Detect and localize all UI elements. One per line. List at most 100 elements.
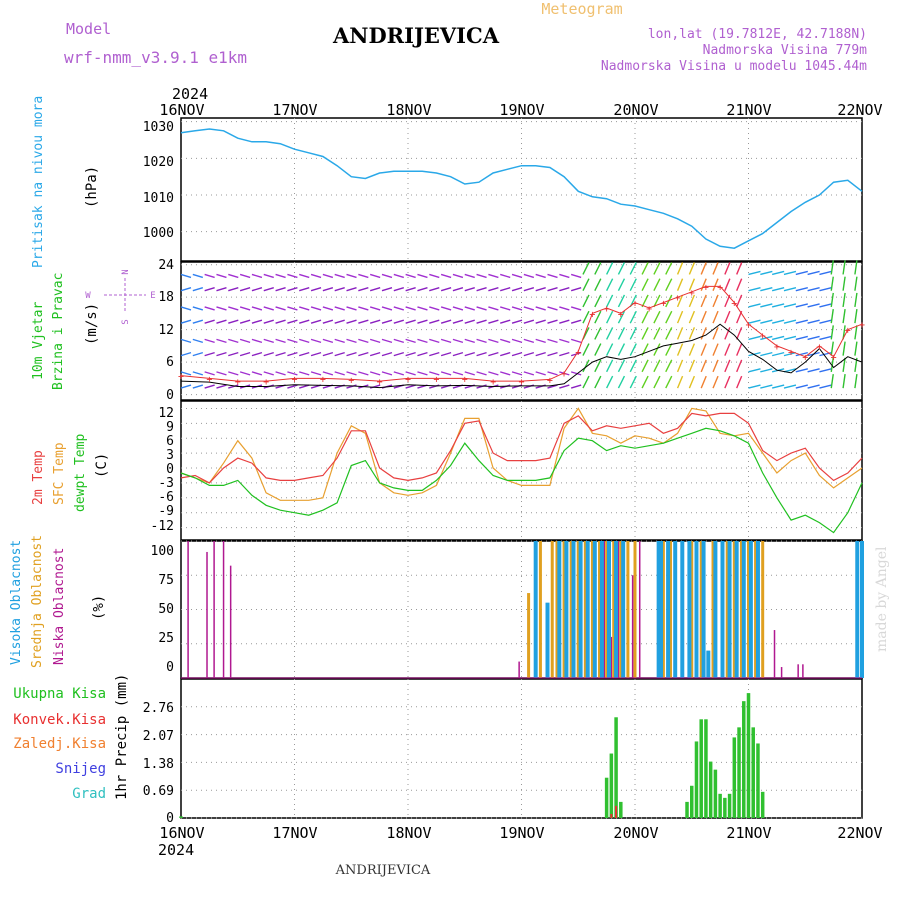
- cloud-tick: 75: [158, 573, 174, 588]
- temp-tick: -3: [158, 476, 174, 491]
- wind-barb: [570, 338, 582, 344]
- x-tick-bottom: 18NOV: [386, 824, 431, 842]
- wind-barb: [204, 287, 215, 292]
- wind-barb: [476, 338, 487, 344]
- cloud-bar: [797, 664, 799, 678]
- gust-marker: +: [263, 377, 269, 388]
- gust-marker: +: [831, 353, 837, 364]
- wind-barb: [452, 319, 464, 324]
- wind-barb: [346, 287, 357, 292]
- cloud-bar: [673, 541, 678, 678]
- wind-barb: [771, 335, 785, 341]
- wind-barb: [688, 262, 696, 275]
- wind-barb: [299, 273, 310, 279]
- cloud-label-2: Srednja Oblacnost: [30, 535, 45, 668]
- wind-barb: [180, 384, 192, 389]
- wind-barb: [180, 319, 192, 324]
- cloud-ticks: 100 75 50 25 0: [151, 544, 174, 675]
- wind-barb: [263, 287, 274, 292]
- wind-barb: [830, 373, 834, 389]
- precip-bar: [751, 727, 755, 818]
- wind-barb: [700, 327, 707, 340]
- wind-barb: [239, 371, 251, 376]
- wind-barb: [688, 310, 696, 324]
- gust-marker: +: [859, 320, 865, 331]
- wind-barb: [275, 351, 286, 357]
- wind-barb: [830, 309, 834, 324]
- wind-barb: [547, 319, 558, 324]
- wind-barb: [334, 319, 345, 324]
- precip-ticks: 2.76 2.07 1.38 0.69 0: [143, 701, 174, 826]
- coords-label: lon,lat (19.7812E, 42.7188N): [648, 27, 867, 42]
- wind-barb: [263, 319, 274, 324]
- wind-barb: [511, 306, 523, 311]
- compass-west: W: [85, 291, 91, 301]
- wind-barb: [712, 375, 719, 389]
- wind-barb: [570, 287, 582, 292]
- wind-barb: [605, 262, 614, 275]
- wind-barb: [275, 319, 286, 324]
- wind-barb: [405, 384, 416, 389]
- wind-barb: [180, 338, 192, 344]
- wind-barb: [204, 319, 215, 324]
- cloud-bar: [680, 541, 685, 678]
- wind-barb: [452, 338, 464, 344]
- wind-barb: [417, 306, 428, 311]
- wind-barb: [322, 371, 334, 376]
- cloud-bar: [694, 541, 699, 678]
- wind-barb: [760, 351, 773, 357]
- wind-barb: [322, 319, 334, 324]
- wind-barb: [724, 262, 731, 275]
- wind-barb: [393, 351, 405, 357]
- compass-north: N: [121, 269, 131, 274]
- wind-barb: [700, 278, 707, 291]
- precip-tick: 2.76: [143, 701, 174, 716]
- wind-barb: [842, 292, 846, 308]
- cloud-bar: [713, 541, 718, 678]
- wind-barb: [795, 270, 808, 276]
- wind-barb: [760, 303, 773, 308]
- wind-barb: [180, 306, 192, 311]
- wind-barb: [830, 292, 834, 308]
- wind-barb: [500, 371, 511, 376]
- wind-barb: [239, 306, 251, 311]
- cloud-bar: [605, 541, 609, 678]
- wind-barb: [287, 306, 298, 311]
- wind-barb: [310, 338, 322, 344]
- wind-barb: [310, 351, 322, 357]
- wind-tick: 12: [158, 323, 174, 338]
- wind-barb: [476, 319, 487, 324]
- cloud-bar: [734, 541, 739, 678]
- wind-barb: [263, 371, 274, 376]
- cloud-bar: [656, 541, 661, 678]
- temp-ticks: 12 9 6 3 0 -3 -6 -9 -12: [151, 406, 174, 534]
- cloud-tick: 100: [151, 544, 174, 559]
- wind-barb: [180, 287, 192, 292]
- gust-marker: +: [788, 347, 794, 358]
- wind-barb: [440, 306, 452, 311]
- wind-barb: [405, 351, 416, 357]
- wind-barb: [842, 276, 846, 291]
- cloud-bar: [610, 636, 613, 678]
- wind-barb: [795, 384, 808, 389]
- wind-barb: [476, 351, 487, 357]
- wind-barb: [299, 306, 310, 311]
- temp-label-1: 2m Temp: [31, 450, 46, 505]
- wind-barb: [476, 273, 487, 279]
- wind-barb: [417, 287, 428, 292]
- wind-barb: [334, 371, 345, 376]
- wind-barb: [346, 273, 357, 279]
- cloud-tick: 25: [158, 631, 174, 646]
- wind-barb: [452, 273, 464, 279]
- wind-barb: [488, 371, 499, 376]
- wind-barb: [676, 343, 684, 356]
- wind-barb: [771, 351, 785, 357]
- cloud-labels: Visoka Oblacnost Srednja Oblacnost Niska…: [9, 535, 107, 668]
- precip-bar: [604, 777, 609, 818]
- wind-barb: [700, 359, 707, 373]
- wind-barb: [665, 359, 673, 373]
- wind-barb: [429, 371, 440, 376]
- wind-barb: [228, 384, 239, 389]
- wind-barb: [488, 287, 499, 292]
- gust-marker: +: [348, 375, 354, 386]
